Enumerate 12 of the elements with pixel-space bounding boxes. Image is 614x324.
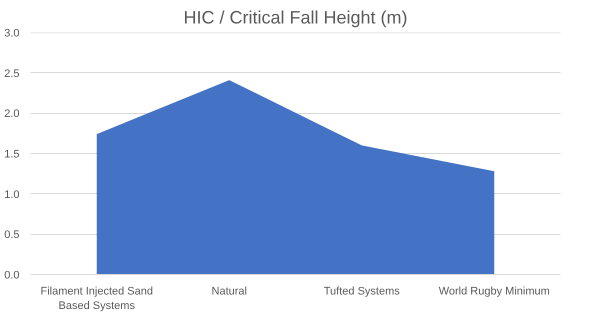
x-tick-label: Filament Injected Sand Based Systems	[40, 286, 154, 312]
y-tick-label: 3.0	[4, 28, 20, 40]
y-tick-label: 0.5	[4, 229, 20, 242]
y-tick-label: 1.5	[4, 148, 20, 160]
x-tick-label: Tufted Systems	[324, 286, 400, 298]
chart-title: HIC / Critical Fall Height (m)	[183, 8, 408, 28]
x-tick-label: Natural	[212, 286, 247, 298]
y-tick-label: 2.0	[4, 108, 20, 120]
y-tick-label: 1.0	[4, 188, 20, 201]
y-tick-label: 2.5	[4, 68, 20, 80]
x-tick-label: World Rugby Minimum	[438, 286, 550, 298]
y-tick-label: 0.0	[4, 270, 20, 282]
